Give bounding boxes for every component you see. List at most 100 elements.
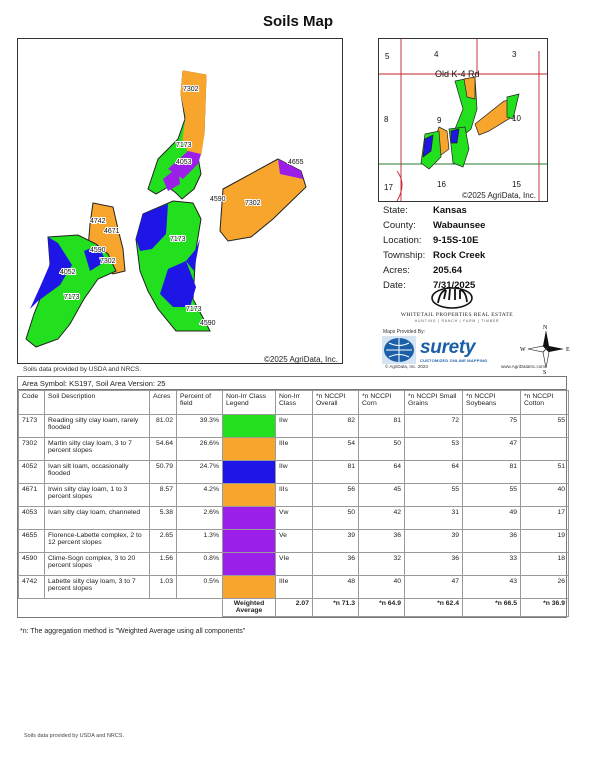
inset-map[interactable]: 5 4 3 8 9 10 17 16 15 Old K-4 Rd bbox=[378, 38, 548, 202]
cell-acres: 54.64 bbox=[149, 437, 177, 461]
antler-icon bbox=[431, 287, 473, 309]
cell-overall: 56 bbox=[312, 483, 359, 507]
cell-small: 72 bbox=[404, 414, 463, 438]
table-row: 7302 Martin silty clay loam, 3 to 7 perce… bbox=[18, 437, 569, 461]
cell-cotton: 18 bbox=[520, 552, 569, 576]
map-unit-label: 4655 bbox=[288, 159, 304, 166]
empty-cell bbox=[150, 599, 177, 617]
map-unit-label: 4590 bbox=[210, 196, 226, 203]
usda-note-top: Soils data provided by USDA and NRCS. bbox=[23, 366, 142, 373]
logo-tagline: HUNTING | RANCH | FARM | TIMBER bbox=[414, 319, 500, 323]
cell-overall: 36 bbox=[312, 552, 359, 576]
compass-w: W bbox=[520, 347, 526, 353]
cell-pct: 1.3% bbox=[176, 529, 223, 553]
column-header: *n NCCPI Soybeans bbox=[462, 390, 521, 415]
table-row: 4671 Irwin silty clay loam, 1 to 3 percen… bbox=[18, 483, 569, 507]
agridata-website: www.AgriDataInc.com bbox=[500, 364, 545, 369]
empty-cell bbox=[45, 599, 150, 617]
cell-cls: IIIe bbox=[275, 575, 313, 599]
state-value: Kansas bbox=[433, 205, 467, 216]
column-header: *n NCCPI Cotton bbox=[520, 390, 569, 415]
acres-label: Acres: bbox=[383, 265, 410, 276]
cell-acres: 5.38 bbox=[149, 506, 177, 530]
map-unit-label: 7302 bbox=[183, 86, 199, 93]
cell-small: 47 bbox=[404, 575, 463, 599]
class-color-swatch bbox=[222, 575, 276, 599]
compass-n: N bbox=[543, 325, 548, 331]
maps-provided-by: Maps Provided By: bbox=[383, 329, 425, 335]
parcel-north bbox=[147, 70, 207, 200]
cell-acres: 81.02 bbox=[149, 414, 177, 438]
soils-map[interactable]: 7302 7173 4053 4655 4590 7302 4742 4671 4590 7302… bbox=[17, 38, 343, 364]
section-label: 4 bbox=[434, 50, 439, 59]
weighted-cls: 2.07 bbox=[275, 598, 313, 617]
cell-soy: 49 bbox=[462, 506, 521, 530]
cell-cls: IIw bbox=[275, 414, 313, 438]
cell-cotton: 51 bbox=[520, 460, 569, 484]
weighted-average-row: Weighted Average 2.07 *n 71.3 *n 64.9 *n 62.… bbox=[19, 598, 569, 617]
footnote: *n: The aggregation method is "Weighted … bbox=[20, 628, 246, 635]
date-label: Date: bbox=[383, 280, 406, 291]
page-title: Soils Map bbox=[262, 13, 333, 30]
cell-pct: 2.6% bbox=[176, 506, 223, 530]
cell-acres: 1.03 bbox=[149, 575, 177, 599]
cell-soy: 75 bbox=[462, 414, 521, 438]
cell-desc: Martin silty clay loam, 3 to 7 percent s… bbox=[44, 437, 150, 461]
cell-soy: 33 bbox=[462, 552, 521, 576]
swatch-fill bbox=[223, 438, 275, 460]
empty-cell bbox=[19, 599, 45, 617]
location-value: 9-15S-10E bbox=[433, 235, 479, 246]
cell-cotton: 26 bbox=[520, 575, 569, 599]
usda-note-bottom: Soils data provided by USDA and NRCS. bbox=[24, 733, 124, 739]
cell-cotton: 19 bbox=[520, 529, 569, 553]
compass-s: S bbox=[543, 370, 546, 374]
cell-code: 4671 bbox=[18, 483, 45, 507]
map-unit-label: 4053 bbox=[176, 159, 192, 166]
column-header: Non-Irr Class bbox=[275, 390, 313, 415]
column-header: *n NCCPI Small Grains bbox=[404, 390, 463, 415]
date-value: 7/31/2025 bbox=[433, 280, 476, 291]
cell-cls: IIw bbox=[275, 460, 313, 484]
cell-soy: 55 bbox=[462, 483, 521, 507]
table-row: 4052 Ivan silt loam, occasionally flooded… bbox=[18, 460, 569, 484]
cell-soy: 36 bbox=[462, 529, 521, 553]
class-color-swatch bbox=[222, 437, 276, 461]
map-unit-label: 7173 bbox=[170, 236, 186, 243]
column-header: *n NCCPI Corn bbox=[358, 390, 405, 415]
county-label: County: bbox=[383, 220, 416, 231]
cell-small: 39 bbox=[404, 529, 463, 553]
class-color-swatch bbox=[222, 552, 276, 576]
cell-pct: 0.5% bbox=[176, 575, 223, 599]
section-label: 9 bbox=[437, 116, 442, 125]
cell-cls: IIIs bbox=[275, 483, 313, 507]
globe-icon bbox=[382, 336, 416, 364]
inset-map-credit: ©2025 AgriData, Inc. bbox=[462, 191, 536, 200]
cell-corn: 64 bbox=[358, 460, 405, 484]
cell-small: 55 bbox=[404, 483, 463, 507]
cell-cls: Ve bbox=[275, 529, 313, 553]
township-value: Rock Creek bbox=[433, 250, 486, 261]
section-label: 3 bbox=[512, 50, 517, 59]
weighted-cotton: *n 36.9 bbox=[520, 598, 569, 617]
cell-pct: 24.7% bbox=[176, 460, 223, 484]
cell-soy: 81 bbox=[462, 460, 521, 484]
cell-cotton: 17 bbox=[520, 506, 569, 530]
compass-e: E bbox=[566, 347, 570, 353]
cell-corn: 45 bbox=[358, 483, 405, 507]
township-label: Township: bbox=[383, 250, 426, 261]
class-color-swatch bbox=[222, 414, 276, 438]
parcel-center bbox=[135, 200, 211, 332]
table-row: 4590 Clime-Sogn complex, 3 to 20 percent … bbox=[18, 552, 569, 576]
swatch-fill bbox=[223, 530, 275, 552]
weighted-small: *n 62.4 bbox=[404, 598, 463, 617]
cell-desc: Irwin silty clay loam, 1 to 3 percent sl… bbox=[44, 483, 150, 507]
map-labels: 7302 7173 4053 4655 4590 7302 4742 4671 4590 7302… bbox=[59, 85, 305, 328]
weighted-soy: *n 66.5 bbox=[462, 598, 521, 617]
cell-soy: 47 bbox=[462, 437, 521, 461]
cell-cls: VIe bbox=[275, 552, 313, 576]
class-color-swatch bbox=[222, 483, 276, 507]
class-color-swatch bbox=[222, 460, 276, 484]
cell-cls: IIIe bbox=[275, 437, 313, 461]
cell-corn: 81 bbox=[358, 414, 405, 438]
swatch-fill bbox=[223, 461, 275, 483]
